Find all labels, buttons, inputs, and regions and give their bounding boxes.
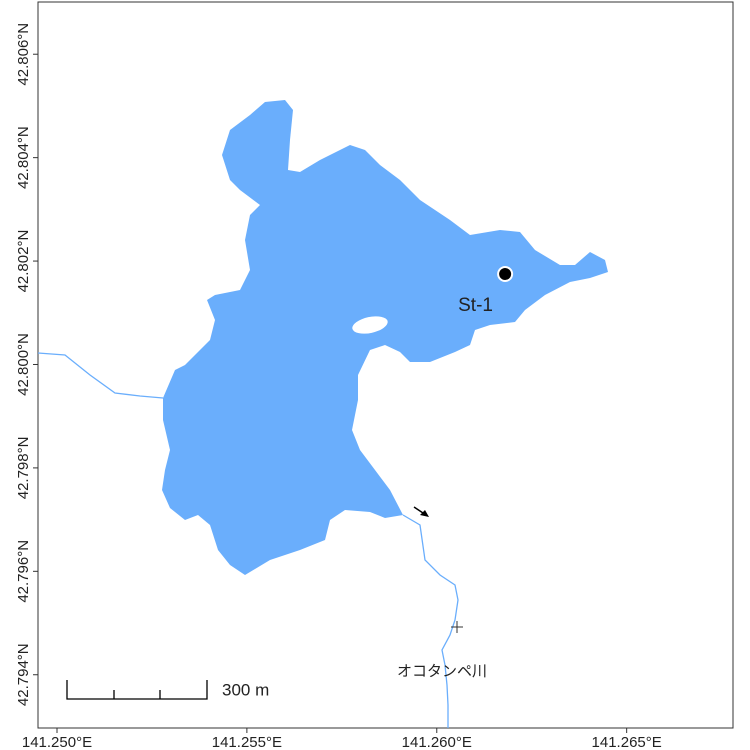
x-tick-label: 141.250°E [22,734,92,750]
x-tick-label: 141.260°E [402,734,472,750]
y-tick-label: 42.804°N [15,126,32,189]
y-tick-label: 42.802°N [15,230,32,293]
island [352,316,388,334]
point-marker [451,621,463,633]
y-tick-label: 42.798°N [15,437,32,500]
y-tick-label: 42.800°N [15,333,32,396]
lake [162,100,608,575]
station-label: St-1 [458,295,493,316]
scale-label: 300 m [222,680,269,699]
map-frame [37,1,734,729]
map-layer: 141.250°E 141.255°E 141.260°E 141.265°E 42.7… [15,23,662,750]
inflow-river [37,352,164,399]
x-tick-label: 141.265°E [592,734,662,750]
y-tick-label: 42.806°N [15,23,32,86]
river-label: オコタンペ川 [397,663,487,680]
y-tick-label: 42.796°N [15,540,32,603]
station [497,265,514,282]
x-tick-label: 141.255°E [212,734,282,750]
scale-bar [66,680,208,700]
y-tick-label: 42.794°N [15,643,32,706]
outflow-river [402,514,459,728]
flow-arrow-head [420,510,429,517]
